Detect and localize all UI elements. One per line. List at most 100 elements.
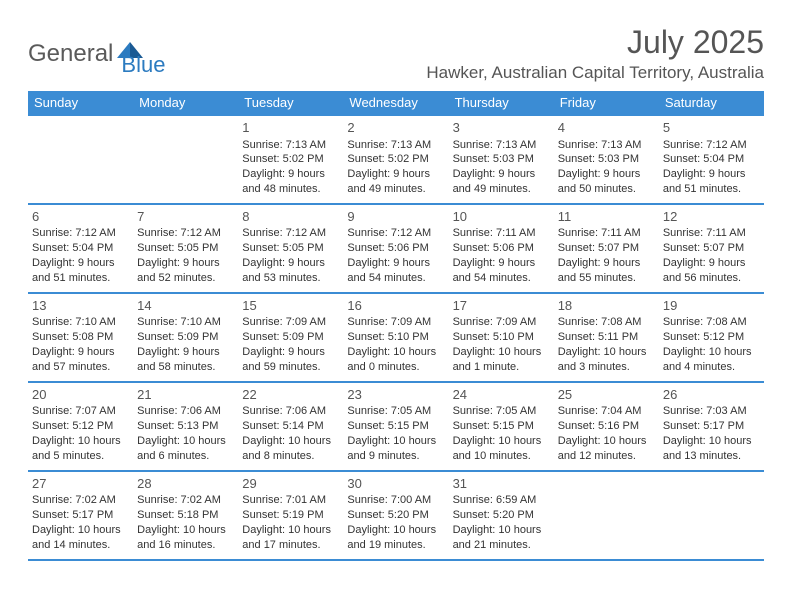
daylight-text: Daylight: 9 hours and 54 minutes.: [347, 256, 444, 286]
day-number: 31: [453, 475, 550, 493]
daylight-text: Daylight: 10 hours and 8 minutes.: [242, 434, 339, 464]
calendar-day-cell: 30Sunrise: 7:00 AMSunset: 5:20 PMDayligh…: [343, 471, 448, 560]
sunset-text: Sunset: 5:10 PM: [453, 330, 550, 345]
sunrise-text: Sunrise: 7:12 AM: [242, 226, 339, 241]
sunrise-text: Sunrise: 7:02 AM: [137, 493, 234, 508]
day-number: 18: [558, 297, 655, 315]
calendar-empty-cell: [659, 471, 764, 560]
daylight-text: Daylight: 9 hours and 53 minutes.: [242, 256, 339, 286]
day-number: 14: [137, 297, 234, 315]
calendar-day-cell: 31Sunrise: 6:59 AMSunset: 5:20 PMDayligh…: [449, 471, 554, 560]
page-header: General Blue July 2025 Hawker, Australia…: [28, 24, 764, 83]
calendar-empty-cell: [554, 471, 659, 560]
calendar-day-cell: 5Sunrise: 7:12 AMSunset: 5:04 PMDaylight…: [659, 115, 764, 204]
sunset-text: Sunset: 5:15 PM: [347, 419, 444, 434]
day-number: 24: [453, 386, 550, 404]
sunset-text: Sunset: 5:07 PM: [558, 241, 655, 256]
calendar-day-cell: 14Sunrise: 7:10 AMSunset: 5:09 PMDayligh…: [133, 293, 238, 382]
calendar-week-row: 13Sunrise: 7:10 AMSunset: 5:08 PMDayligh…: [28, 293, 764, 382]
daylight-text: Daylight: 10 hours and 14 minutes.: [32, 523, 129, 553]
daylight-text: Daylight: 9 hours and 56 minutes.: [663, 256, 760, 286]
daylight-text: Daylight: 9 hours and 51 minutes.: [32, 256, 129, 286]
day-header-thursday: Thursday: [449, 91, 554, 115]
sunset-text: Sunset: 5:09 PM: [242, 330, 339, 345]
sunrise-text: Sunrise: 7:12 AM: [347, 226, 444, 241]
brand-logo: General Blue: [28, 30, 165, 78]
sunrise-text: Sunrise: 7:13 AM: [558, 138, 655, 153]
sunset-text: Sunset: 5:04 PM: [32, 241, 129, 256]
sunset-text: Sunset: 5:15 PM: [453, 419, 550, 434]
daylight-text: Daylight: 10 hours and 16 minutes.: [137, 523, 234, 553]
sunrise-text: Sunrise: 7:11 AM: [558, 226, 655, 241]
sunrise-text: Sunrise: 7:11 AM: [663, 226, 760, 241]
day-number: 2: [347, 119, 444, 137]
calendar-day-cell: 22Sunrise: 7:06 AMSunset: 5:14 PMDayligh…: [238, 382, 343, 471]
location-subtitle: Hawker, Australian Capital Territory, Au…: [426, 63, 764, 83]
sunset-text: Sunset: 5:02 PM: [242, 152, 339, 167]
sunrise-text: Sunrise: 7:06 AM: [137, 404, 234, 419]
calendar-day-cell: 24Sunrise: 7:05 AMSunset: 5:15 PMDayligh…: [449, 382, 554, 471]
calendar-day-cell: 1Sunrise: 7:13 AMSunset: 5:02 PMDaylight…: [238, 115, 343, 204]
calendar-day-cell: 28Sunrise: 7:02 AMSunset: 5:18 PMDayligh…: [133, 471, 238, 560]
sunrise-text: Sunrise: 7:06 AM: [242, 404, 339, 419]
daylight-text: Daylight: 10 hours and 1 minute.: [453, 345, 550, 375]
title-block: July 2025 Hawker, Australian Capital Ter…: [426, 24, 764, 83]
sunrise-text: Sunrise: 7:11 AM: [453, 226, 550, 241]
sunrise-text: Sunrise: 7:12 AM: [137, 226, 234, 241]
sunset-text: Sunset: 5:14 PM: [242, 419, 339, 434]
day-number: 21: [137, 386, 234, 404]
sunset-text: Sunset: 5:03 PM: [453, 152, 550, 167]
sunrise-text: Sunrise: 7:04 AM: [558, 404, 655, 419]
daylight-text: Daylight: 10 hours and 4 minutes.: [663, 345, 760, 375]
calendar-day-cell: 7Sunrise: 7:12 AMSunset: 5:05 PMDaylight…: [133, 204, 238, 293]
day-header-tuesday: Tuesday: [238, 91, 343, 115]
sunrise-text: Sunrise: 7:13 AM: [242, 138, 339, 153]
daylight-text: Daylight: 10 hours and 21 minutes.: [453, 523, 550, 553]
day-number: 13: [32, 297, 129, 315]
daylight-text: Daylight: 10 hours and 17 minutes.: [242, 523, 339, 553]
sunrise-text: Sunrise: 7:08 AM: [558, 315, 655, 330]
calendar-body: 1Sunrise: 7:13 AMSunset: 5:02 PMDaylight…: [28, 115, 764, 560]
sunset-text: Sunset: 5:18 PM: [137, 508, 234, 523]
day-number: 5: [663, 119, 760, 137]
day-header-row: SundayMondayTuesdayWednesdayThursdayFrid…: [28, 91, 764, 115]
calendar-table: SundayMondayTuesdayWednesdayThursdayFrid…: [28, 91, 764, 561]
calendar-day-cell: 3Sunrise: 7:13 AMSunset: 5:03 PMDaylight…: [449, 115, 554, 204]
daylight-text: Daylight: 10 hours and 10 minutes.: [453, 434, 550, 464]
sunset-text: Sunset: 5:05 PM: [242, 241, 339, 256]
sunrise-text: Sunrise: 7:13 AM: [453, 138, 550, 153]
calendar-day-cell: 23Sunrise: 7:05 AMSunset: 5:15 PMDayligh…: [343, 382, 448, 471]
calendar-day-cell: 15Sunrise: 7:09 AMSunset: 5:09 PMDayligh…: [238, 293, 343, 382]
calendar-day-cell: 29Sunrise: 7:01 AMSunset: 5:19 PMDayligh…: [238, 471, 343, 560]
calendar-day-cell: 26Sunrise: 7:03 AMSunset: 5:17 PMDayligh…: [659, 382, 764, 471]
sunset-text: Sunset: 5:07 PM: [663, 241, 760, 256]
sunset-text: Sunset: 5:16 PM: [558, 419, 655, 434]
daylight-text: Daylight: 9 hours and 50 minutes.: [558, 167, 655, 197]
daylight-text: Daylight: 10 hours and 5 minutes.: [32, 434, 129, 464]
calendar-day-cell: 4Sunrise: 7:13 AMSunset: 5:03 PMDaylight…: [554, 115, 659, 204]
calendar-day-cell: 17Sunrise: 7:09 AMSunset: 5:10 PMDayligh…: [449, 293, 554, 382]
calendar-day-cell: 20Sunrise: 7:07 AMSunset: 5:12 PMDayligh…: [28, 382, 133, 471]
sunset-text: Sunset: 5:06 PM: [347, 241, 444, 256]
sunrise-text: Sunrise: 7:09 AM: [453, 315, 550, 330]
brand-name-part2: Blue: [121, 52, 165, 78]
sunrise-text: Sunrise: 7:10 AM: [137, 315, 234, 330]
sunrise-text: Sunrise: 7:10 AM: [32, 315, 129, 330]
daylight-text: Daylight: 9 hours and 57 minutes.: [32, 345, 129, 375]
sunset-text: Sunset: 5:03 PM: [558, 152, 655, 167]
day-number: 9: [347, 208, 444, 226]
sunrise-text: Sunrise: 6:59 AM: [453, 493, 550, 508]
day-number: 20: [32, 386, 129, 404]
sunset-text: Sunset: 5:04 PM: [663, 152, 760, 167]
month-year-title: July 2025: [426, 24, 764, 61]
calendar-day-cell: 16Sunrise: 7:09 AMSunset: 5:10 PMDayligh…: [343, 293, 448, 382]
sunrise-text: Sunrise: 7:08 AM: [663, 315, 760, 330]
sunrise-text: Sunrise: 7:12 AM: [663, 138, 760, 153]
calendar-day-cell: 19Sunrise: 7:08 AMSunset: 5:12 PMDayligh…: [659, 293, 764, 382]
day-number: 29: [242, 475, 339, 493]
daylight-text: Daylight: 10 hours and 13 minutes.: [663, 434, 760, 464]
day-header-sunday: Sunday: [28, 91, 133, 115]
sunrise-text: Sunrise: 7:01 AM: [242, 493, 339, 508]
sunrise-text: Sunrise: 7:09 AM: [347, 315, 444, 330]
day-number: 17: [453, 297, 550, 315]
